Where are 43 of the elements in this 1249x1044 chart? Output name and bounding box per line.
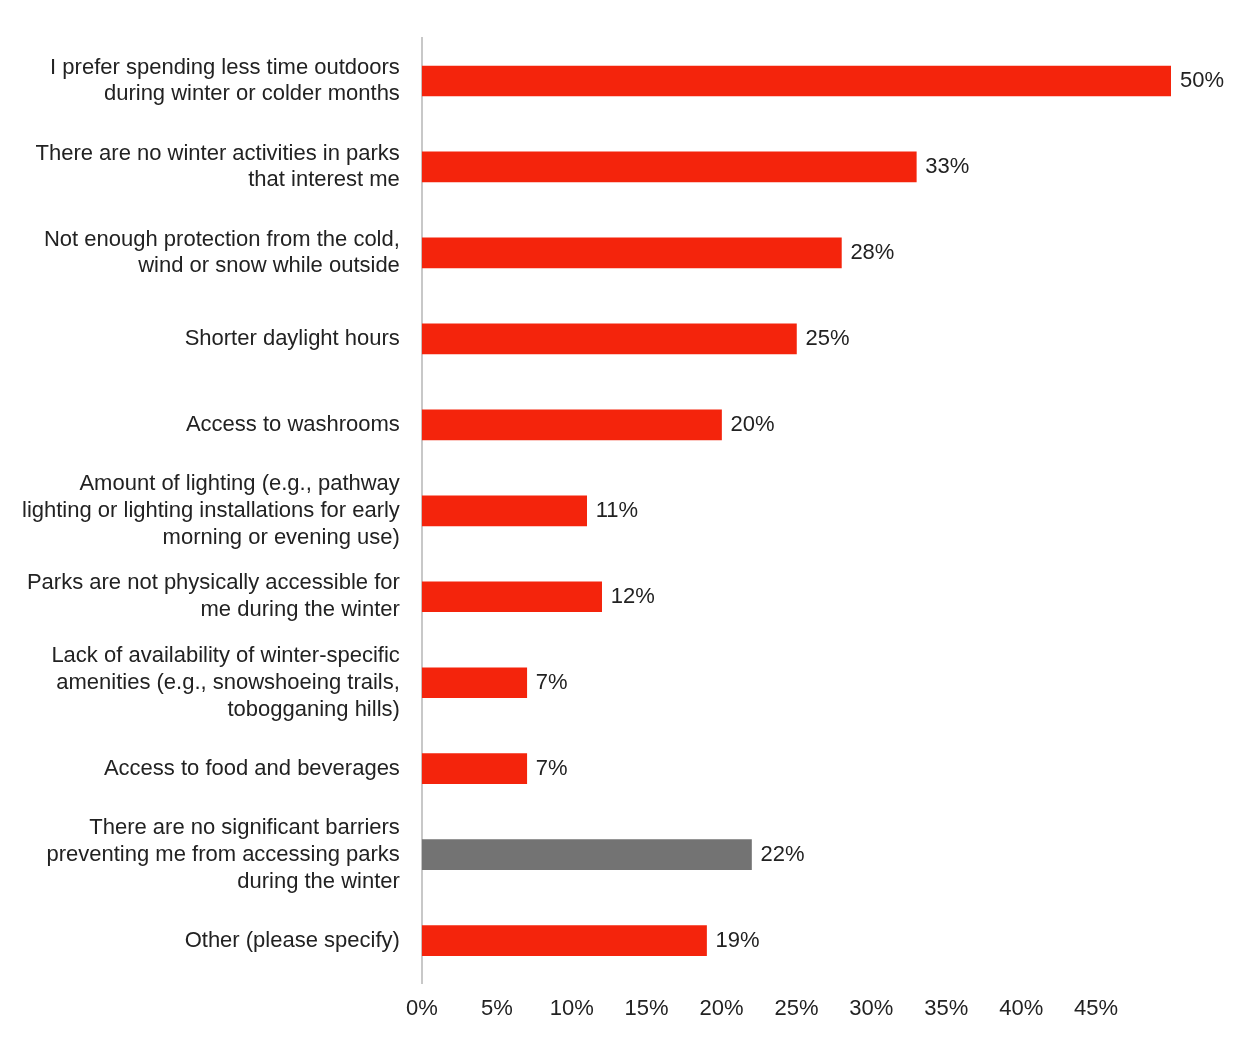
x-tick-label: 25% [774, 994, 819, 1020]
y-tick-label: Parks are not physically accessible for me during the winter [26, 569, 400, 622]
data-label: 19% [715, 926, 760, 952]
bar [421, 925, 707, 956]
data-label: 25% [805, 324, 850, 350]
y-tick-label: Other (please specify) [184, 926, 400, 952]
data-label: 28% [850, 238, 895, 264]
x-tick-label: 45% [1074, 994, 1119, 1020]
bar [421, 581, 602, 613]
y-tick-label: Access to food and beverages [103, 754, 400, 780]
data-label: 33% [925, 153, 970, 179]
x-tick-label: 0% [405, 994, 438, 1020]
y-tick-label: I prefer spending less time outdoors during winter or colder months [50, 53, 400, 106]
data-label: 20% [730, 410, 775, 436]
y-tick-label: There are no winter activities in parks that interest me [35, 139, 400, 192]
y-tick-label: There are no significant barriers preventing me from accessing parks during the winter [46, 813, 400, 893]
y-tick-label: Amount of lighting (e.g., pathway lighting or lighting installations for early morning or evening use) [21, 470, 400, 549]
bar [421, 65, 1171, 97]
bar [421, 839, 752, 870]
data-label: 22% [760, 840, 805, 866]
x-tick-label: 15% [624, 994, 669, 1020]
x-tick-label: 20% [699, 994, 744, 1020]
x-tick-label: 5% [480, 994, 513, 1020]
y-tick-label: Access to washrooms [185, 410, 400, 436]
bar [421, 667, 528, 699]
data-label: 50% [1180, 67, 1225, 93]
bar [421, 323, 797, 355]
x-tick-label: 10% [549, 994, 594, 1020]
x-tick-label: 30% [849, 994, 894, 1020]
bar [421, 495, 588, 527]
y-tick-label: Shorter daylight hours [184, 324, 400, 350]
data-label: 11% [595, 496, 639, 522]
bar [421, 753, 528, 785]
bar [421, 409, 722, 441]
data-label: 7% [535, 754, 568, 780]
y-tick-label: Lack of availability of winter-specific amenities (e.g., snowshoeing trails, tobogganing hills) [51, 641, 400, 721]
data-label: 7% [535, 668, 568, 694]
y-tick-label: Not enough protection from the cold, wind or snow while outside [43, 225, 400, 278]
bar [421, 237, 842, 269]
bar [421, 151, 917, 183]
data-label: 12% [610, 582, 655, 608]
x-tick-label: 40% [999, 994, 1044, 1020]
x-tick-label: 35% [924, 994, 969, 1020]
